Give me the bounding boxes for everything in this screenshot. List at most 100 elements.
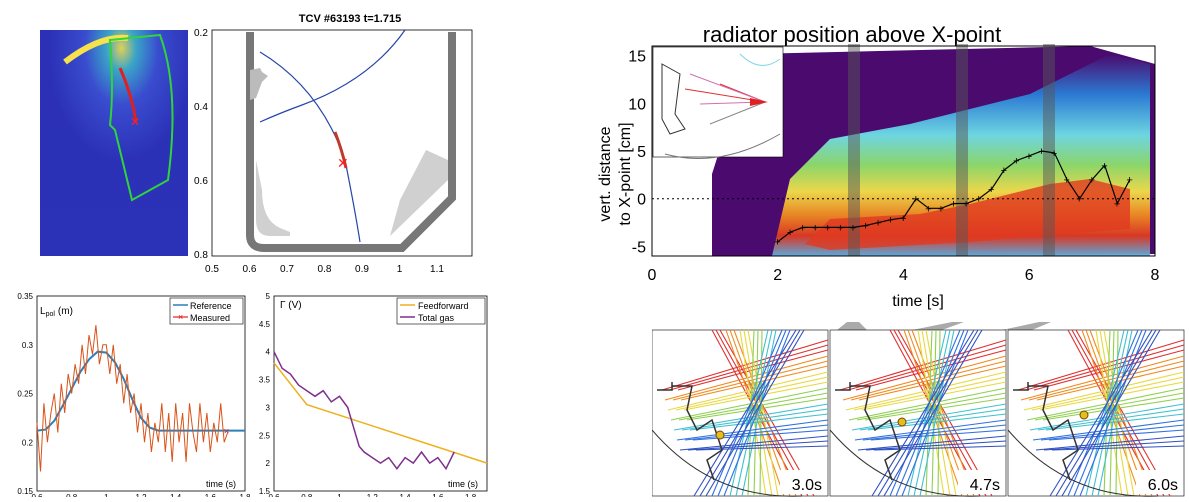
x-tick-label: 1.6 [205, 493, 217, 497]
x-tick-label: 1 [337, 493, 342, 497]
tcv-crosssection: TCV #63193 t=1.715 ✕ 0.2 0.4 0.6 0.8 0.5 0.6… [194, 13, 473, 275]
trace-point: + [988, 184, 994, 196]
y-tick-label: 0.4 [194, 102, 208, 113]
x-tick-label: 0.6 [268, 493, 280, 497]
series-line [273, 362, 488, 464]
trace-point: + [925, 203, 931, 215]
trace-point: + [938, 203, 944, 215]
trace-point: + [1013, 156, 1019, 168]
leg-trace [118, 67, 138, 123]
x-tick-label: 0.6 [31, 493, 43, 497]
snapshot-panel: 4.7s [829, 329, 1007, 497]
legend-feedforward: Feedforward [418, 301, 469, 311]
trace-point: + [850, 222, 856, 234]
svg-text:×: × [178, 312, 183, 322]
trace-point: + [950, 199, 956, 211]
y-tick-label: 0.2 [194, 28, 208, 39]
gas-ylabel: Γ (V) [280, 300, 302, 311]
y-tick-label: 5 [266, 292, 271, 301]
x-tick-label: 1.2 [367, 493, 379, 497]
radiator-trace [777, 150, 1131, 243]
trace-point: + [975, 194, 981, 206]
trace-point: + [1101, 160, 1107, 172]
x-tick-label: 0.5 [205, 264, 219, 275]
trace-point: + [1063, 175, 1069, 187]
x-tick-label: 1.8 [239, 493, 250, 497]
trace-point: + [787, 227, 793, 239]
axes-box [36, 295, 246, 492]
lpol-plot: Lpol (m) time (s) Reference × Measured × … [17, 292, 251, 502]
radiator-plot-panel: radiator position above X-point vert. di… [590, 14, 1189, 314]
x-tick-label: 0.9 [355, 264, 369, 275]
radiator-plot: radiator position above X-point vert. di… [597, 22, 1160, 310]
radiator-ylabel-1: vert. distance [597, 126, 614, 221]
snapshot-panel: 3.0s [651, 329, 829, 497]
x-tick-label: 1.1 [430, 264, 444, 275]
trace-point: + [1026, 151, 1032, 163]
divertor-tile-right [390, 150, 448, 236]
radiator-spot [1079, 410, 1089, 420]
x-tick-label: 0.6 [243, 264, 257, 275]
y-tick-label: -5 [632, 239, 646, 256]
x-tick-label: 0 [648, 267, 657, 284]
legend-measured: Measured [190, 313, 230, 323]
trace-point: + [799, 222, 805, 234]
tcv-crosssection-panel: TCV #63193 t=1.715 ✕ 0.2 0.4 0.6 0.8 0.5 0.6… [190, 10, 480, 280]
connector-6s [1002, 322, 1051, 330]
trace-point: + [837, 222, 843, 234]
gas-xlabel: time (s) [448, 479, 478, 489]
trace-point: + [812, 222, 818, 234]
radiator-ylabel-2: to X-point [cm] [617, 122, 634, 225]
x-tick-label: 6 [1025, 267, 1034, 284]
y-tick-label: 5 [637, 144, 646, 161]
snapshot-time-label: 3.0s [792, 477, 822, 494]
divertor-tile-left [256, 160, 290, 236]
x-tick-label: 1 [397, 264, 403, 275]
legend-reference: Reference [190, 301, 232, 311]
legend-totalgas: Total gas [418, 313, 455, 323]
snapshot-images: 3.0s 4.7s 6.0s [651, 322, 1185, 497]
vessel-wall [246, 32, 456, 252]
legend: Reference × Measured [169, 297, 244, 325]
trace-point: + [1126, 175, 1132, 187]
trace-point: + [887, 215, 893, 227]
x-tick-label: 8 [1151, 267, 1160, 284]
lpol-ylabel: Lpol (m) [40, 306, 73, 318]
separatrix-lower [259, 51, 361, 243]
axes-box [211, 29, 473, 257]
x-tick-label: 0.8 [301, 493, 313, 497]
time-marker-3s [848, 44, 860, 256]
x-tick-label: 1 [104, 493, 109, 497]
radiator-title: radiator position above X-point [703, 22, 1001, 47]
trace-point: + [1089, 175, 1095, 187]
lpol-xlabel: time (s) [206, 479, 236, 489]
colormap-image: ✕ [40, 30, 188, 256]
axes-box [273, 295, 488, 492]
inset-geometry [652, 46, 784, 159]
colormap-image-panel: ✕ [40, 30, 188, 256]
trace-point: + [1038, 146, 1044, 158]
y-tick-label: 0.6 [194, 176, 208, 187]
y-tick-label: 1.5 [259, 487, 271, 496]
connector-4.7s [912, 322, 964, 330]
snapshot-time-label: 4.7s [970, 477, 1000, 494]
axes-box [651, 45, 1156, 257]
snapshot-panel: 6.0s [1007, 329, 1185, 497]
x-tick-label: 0.8 [66, 493, 78, 497]
x-tick-label: 1.6 [432, 493, 444, 497]
series-line [36, 350, 245, 432]
xpoint-marker: ✕ [337, 155, 349, 171]
xpoint-marker: ✕ [130, 115, 140, 129]
separatrix-upper [259, 29, 406, 123]
trace-point: + [1051, 148, 1057, 160]
trace-point: + [900, 213, 906, 225]
trace-point: + [862, 220, 868, 232]
view-fan-outline [108, 33, 174, 202]
measured-marker: × [224, 427, 230, 438]
gas-plot-panel: Γ (V) time (s) Feedforward Total gas 1.5… [252, 288, 492, 502]
x-tick-label: 1.8 [465, 493, 477, 497]
trace-point: + [1001, 165, 1007, 177]
legend: Feedforward Total gas [396, 297, 486, 325]
y-tick-label: 4.5 [259, 320, 271, 329]
x-tick-label: 1.4 [170, 493, 182, 497]
